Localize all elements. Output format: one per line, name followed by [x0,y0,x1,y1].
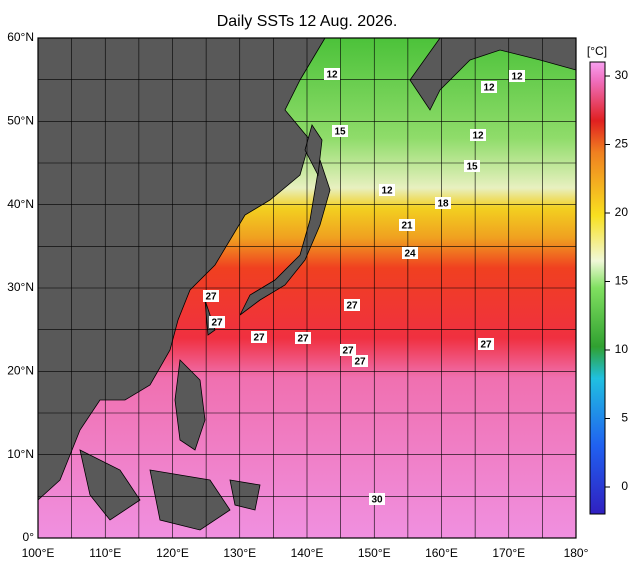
contour-label: 15 [466,162,478,173]
contour-label-box [209,316,225,328]
contour-label: 15 [334,127,346,138]
x-tick-label: 140°E [291,546,324,560]
colorbar-tick-label: 15 [615,274,629,288]
contour-label-box [295,332,311,344]
x-tick-label: 150°E [358,546,391,560]
x-tick-label: 120°E [156,546,189,560]
y-tick-label: 0° [23,530,35,544]
y-tick-label: 10°N [7,447,34,461]
contour-label: 27 [354,357,366,368]
contour-label: 27 [480,340,492,351]
contour-label-box [402,247,418,259]
contour-label: 27 [297,334,309,345]
contour-label-box [478,338,494,350]
y-tick-label: 30°N [7,280,34,294]
contour-label-box [324,68,340,80]
contour-label-box [332,125,348,137]
contour-label: 12 [483,83,495,94]
contour-label-box [399,219,415,231]
contour-label: 27 [346,301,358,312]
contour-label-box [251,331,267,343]
contour-label-box [509,70,525,82]
contour-label: 27 [205,292,217,303]
contour-label: 12 [511,72,523,83]
x-tick-label: 130°E [223,546,256,560]
contour-label: 12 [326,70,338,81]
contour-label: 12 [472,131,484,142]
contour-label: 18 [437,199,449,210]
contour-label-box [464,160,480,172]
colorbar [589,61,606,515]
x-tick-label: 180° [564,546,589,560]
land [37,37,577,531]
colorbar-tick-label: 10 [615,342,629,356]
y-tick-label: 60°N [7,30,34,44]
contour-label-box [379,184,395,196]
title: Daily SSTs 12 Aug. 2026. [217,13,398,30]
contour-label: 30 [371,495,383,506]
contour-label: 21 [401,221,413,232]
contour-label-box [481,81,497,93]
x-tick-label: 100°E [22,546,55,560]
contour-label-box [369,493,385,505]
x-tick-label: 170°E [492,546,525,560]
colorbar-tick-label: 20 [615,205,629,219]
colorbar-unit: [°C] [587,44,607,58]
y-tick-label: 40°N [7,197,34,211]
contour-label-box [470,129,486,141]
x-tick-label: 110°E [89,546,121,560]
contour-label-box [344,299,360,311]
contour-label: 24 [404,249,416,260]
colorbar-tick-label: 0 [621,479,628,493]
contour-label-box [352,355,368,367]
contour-label-box [203,290,219,302]
x-tick-label: 160°E [425,546,458,560]
y-tick-label: 50°N [7,114,34,128]
contour-label: 27 [253,333,265,344]
colorbar-tick-label: 25 [615,137,629,151]
colorbar-tick-label: 5 [621,411,628,425]
contour-label-box [340,344,356,356]
map-frame [37,37,577,539]
colorbar-tick-label: 30 [615,68,629,82]
contour-label: 12 [381,186,393,197]
contour-label: 27 [342,346,354,357]
contour-label-box [435,197,451,209]
y-tick-label: 20°N [7,364,34,378]
contour-label: 27 [211,318,223,329]
